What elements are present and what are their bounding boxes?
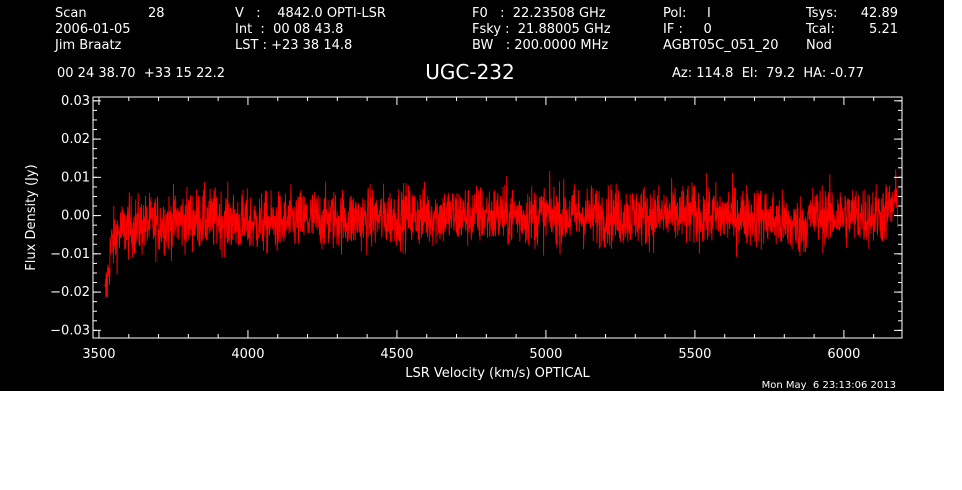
- scan-label: Scan: [55, 6, 87, 21]
- y-tick-label: −0.02: [50, 285, 90, 300]
- y-tick-label: −0.01: [50, 247, 90, 262]
- bandwidth-line: BW : 200.0000 MHz: [472, 38, 609, 53]
- f0-line: F0 : 22.23508 GHz: [472, 6, 606, 21]
- x-tick-label: 6000: [827, 347, 860, 362]
- plot-timestamp: Mon May 6 23:13:06 2013: [761, 380, 896, 391]
- plot-frame: [92, 96, 903, 339]
- tcal-label: Tcal:: [806, 22, 835, 37]
- x-tick-label: 5500: [678, 347, 711, 362]
- scan-value: 28: [148, 6, 165, 21]
- velocity-line: V : 4842.0 OPTI-LSR: [235, 6, 386, 21]
- y-tick-label: 0.00: [61, 209, 90, 224]
- x-tick-label: 4000: [231, 347, 264, 362]
- y-tick-label: 0.02: [61, 132, 90, 147]
- x-axis-label: LSR Velocity (km/s) OPTICAL: [405, 366, 590, 381]
- tsys-value: 42.89: [860, 6, 898, 21]
- if-line: IF : 0: [663, 22, 712, 37]
- pointing-info: Az: 114.8 El: 79.2 HA: -0.77: [672, 66, 864, 81]
- x-tick-label: 4500: [380, 347, 413, 362]
- y-tick-label: 0.03: [61, 94, 90, 109]
- x-tick-label: 3500: [82, 347, 115, 362]
- obs-mode: Nod: [806, 38, 832, 53]
- spectrum-trace: [104, 169, 898, 298]
- obs-date: 2006-01-05: [55, 22, 131, 37]
- chart-title: UGC-232: [425, 60, 515, 84]
- plot-panel: Scan 28 2006-01-05 Jim Braatz V : 4842.0…: [0, 0, 944, 391]
- observer-name: Jim Braatz: [55, 38, 122, 53]
- y-tick-label: −0.03: [50, 323, 90, 338]
- tcal-value: 5.21: [869, 22, 898, 37]
- lst-line: LST : +23 38 14.8: [235, 38, 353, 53]
- fsky-line: Fsky : 21.88005 GHz: [472, 22, 611, 37]
- source-coordinates: 00 24 38.70 +33 15 22.2: [57, 66, 226, 81]
- project-id: AGBT05C_051_20: [663, 38, 779, 53]
- spectrum-chart: 3500 4000 4500 5000 5500 6000 −0.03 −0.02 −0.01 0…: [24, 94, 903, 381]
- int-time-line: Int : 00 08 43.8: [235, 22, 344, 37]
- tsys-label: Tsys:: [806, 6, 838, 21]
- polarization-line: Pol: I: [663, 6, 711, 21]
- y-axis-label: Flux Density (Jy): [24, 164, 39, 270]
- x-tick-label: 5000: [529, 347, 562, 362]
- y-tick-label: 0.01: [61, 170, 90, 185]
